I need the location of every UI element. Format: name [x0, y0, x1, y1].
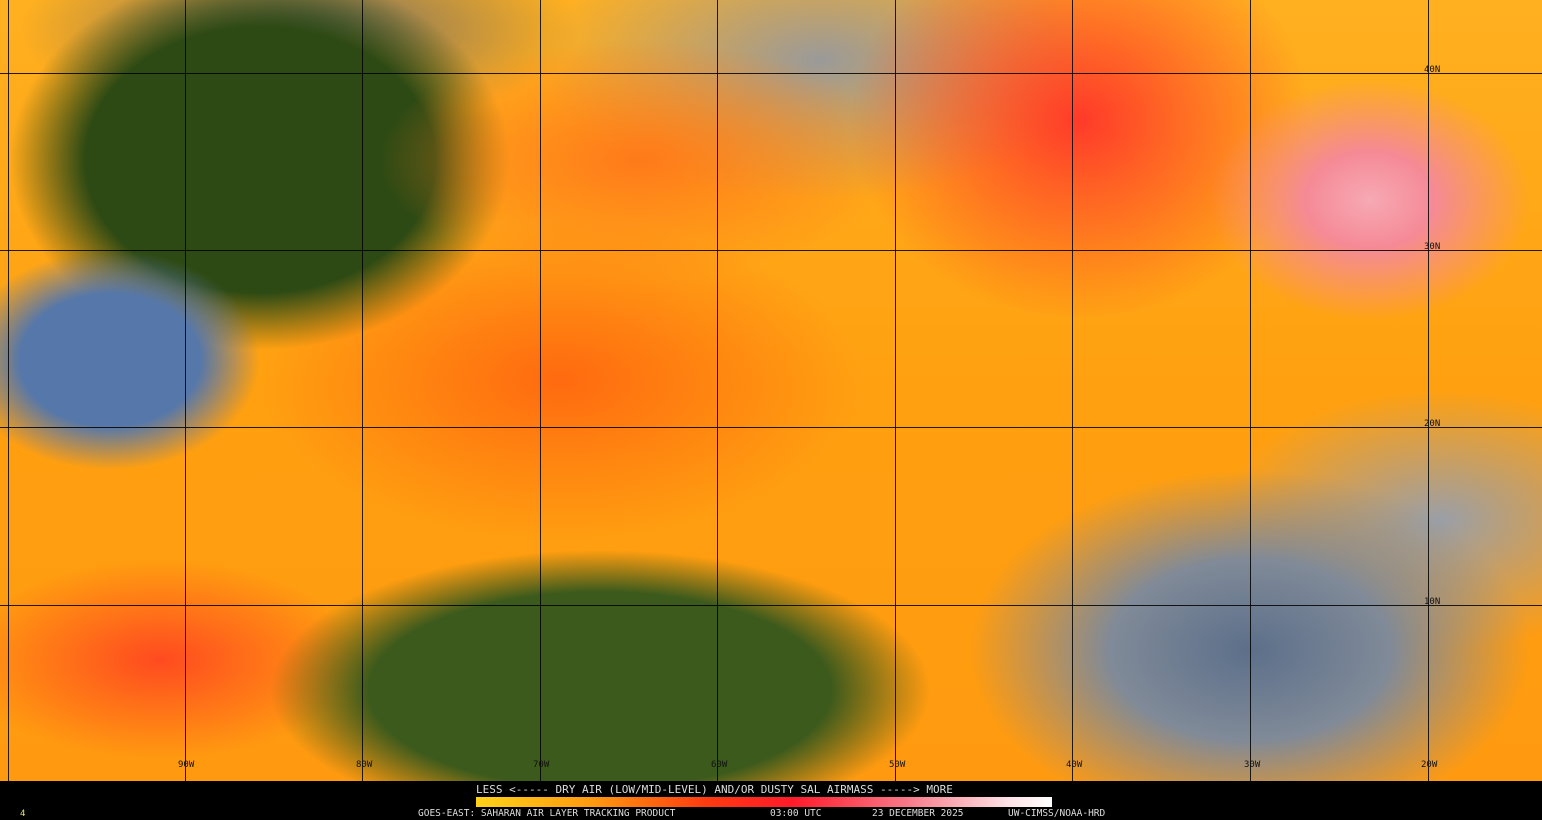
product-name: GOES-EAST: SAHARAN AIR LAYER TRACKING PR… [418, 808, 676, 819]
latitude-label: 30N [1424, 242, 1441, 252]
longitude-label: 90W [178, 760, 195, 770]
latitude-gridline [0, 73, 1542, 74]
longitude-gridline [185, 0, 186, 781]
legend-scale-text: LESS <----- DRY AIR (LOW/MID-LEVEL) AND/… [476, 783, 953, 796]
footer-caption: GOES-EAST: SAHARAN AIR LAYER TRACKING PR… [0, 808, 1542, 820]
longitude-label: 40W [1066, 760, 1083, 770]
credit: UW-CIMSS/NOAA-HRD [1008, 808, 1106, 819]
frame-number: 4 [20, 809, 26, 819]
longitude-gridline [895, 0, 896, 781]
longitude-gridline [1428, 0, 1429, 781]
longitude-gridline [8, 0, 9, 781]
latitude-gridline [0, 605, 1542, 606]
observation-time: 03:00 UTC [770, 808, 822, 819]
latitude-label: 20N [1424, 419, 1441, 429]
longitude-gridline [717, 0, 718, 781]
longitude-label: 30W [1244, 760, 1261, 770]
longitude-gridline [540, 0, 541, 781]
latitude-label: 40N [1424, 65, 1441, 75]
longitude-gridline [1250, 0, 1251, 781]
latitude-label: 10N [1424, 597, 1441, 607]
longitude-label: 80W [356, 760, 373, 770]
longitude-label: 50W [889, 760, 906, 770]
latitude-gridline [0, 427, 1542, 428]
legend-color-bar [476, 797, 1052, 807]
satellite-map-image: 90W 80W 70W 60W 50W 40W 30W 20W 40N 30N … [0, 0, 1542, 781]
longitude-gridline [362, 0, 363, 781]
longitude-label: 70W [533, 760, 550, 770]
longitude-label: 20W [1421, 760, 1438, 770]
longitude-gridline [1072, 0, 1073, 781]
latitude-gridline [0, 250, 1542, 251]
longitude-label: 60W [711, 760, 728, 770]
observation-date: 23 DECEMBER 2025 [872, 808, 964, 819]
